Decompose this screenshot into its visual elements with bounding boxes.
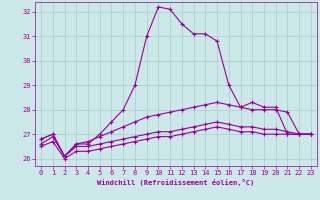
X-axis label: Windchill (Refroidissement éolien,°C): Windchill (Refroidissement éolien,°C): [97, 179, 255, 186]
